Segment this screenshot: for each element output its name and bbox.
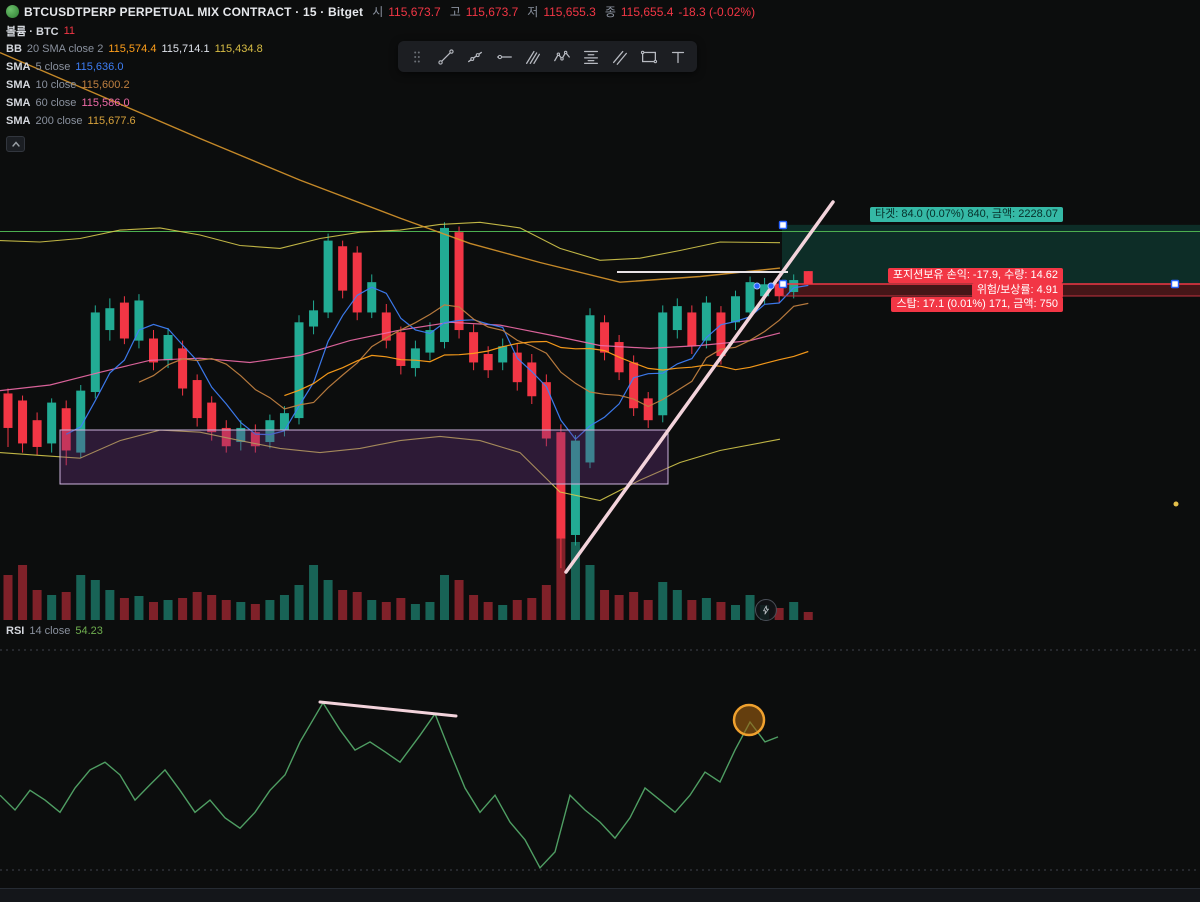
info-line-icon: [468, 51, 482, 62]
ohlc-open-label: 시: [372, 5, 384, 19]
sma5-name: SMA: [6, 60, 31, 73]
position-pnl-badge[interactable]: 포지션보유 손익: -17.9, 수량: 14.62: [887, 268, 1063, 283]
rectangle-icon: [640, 50, 658, 63]
rsi-name: RSI: [6, 624, 25, 637]
rsi-params: 14 close: [29, 624, 71, 637]
horizontal-ray-icon: [497, 54, 512, 59]
tool-elliott-wave[interactable]: [549, 44, 575, 70]
sma60-params: 60 close: [35, 96, 77, 109]
sma10-params: 10 close: [35, 78, 77, 91]
bb-basis-value: 115,574.4: [108, 42, 157, 55]
tool-parallel-channel[interactable]: [607, 44, 633, 70]
legend-sma10[interactable]: SMA 10 close 115,600.2: [6, 78, 755, 91]
symbol-title[interactable]: BTCUSDTPERP PERPETUAL MIX CONTRACT · 15 …: [24, 4, 364, 19]
sma5-value: 115,636.0: [75, 60, 124, 73]
tool-pitchfork[interactable]: [520, 44, 546, 70]
sma10-name: SMA: [6, 78, 31, 91]
legend-sma5[interactable]: SMA 5 close 115,636.0: [6, 60, 755, 73]
sma10-value: 115,600.2: [81, 78, 130, 91]
ohlc-high-value: 115,673.7: [465, 4, 519, 19]
time-axis-divider: [0, 888, 1200, 889]
bb-params: 20 SMA close 2: [26, 42, 104, 55]
tool-horizontal-ray[interactable]: [491, 44, 517, 70]
tool-trend-line[interactable]: [433, 44, 459, 70]
symbol-header: BTCUSDTPERP PERPETUAL MIX CONTRACT · 15 …: [6, 4, 755, 19]
legend-bb[interactable]: BB 20 SMA close 2 115,574.4 115,714.1 11…: [6, 42, 755, 55]
ohlc-low-label: 저: [527, 5, 539, 19]
sma60-name: SMA: [6, 96, 31, 109]
legend-rsi[interactable]: RSI 14 close 54.23: [6, 624, 103, 637]
text-tool-icon: [671, 51, 685, 63]
sma60-value: 115,586.0: [81, 96, 130, 109]
drag-dots-icon: [414, 50, 420, 63]
target-badge[interactable]: 타겟: 84.0 (0.07%) 840, 금액: 2228.07: [870, 207, 1063, 222]
sma200-params: 200 close: [35, 114, 83, 127]
bb-upper-value: 115,714.1: [161, 42, 210, 55]
legend-panel: BTCUSDTPERP PERPETUAL MIX CONTRACT · 15 …: [6, 4, 755, 152]
volume-label: 볼륨 · BTC: [6, 25, 59, 38]
sma5-params: 5 close: [35, 60, 71, 73]
legend-sma60[interactable]: SMA 60 close 115,586.0: [6, 96, 755, 109]
sma200-value: 115,677.6: [87, 114, 136, 127]
ohlc-open-value: 115,673.7: [388, 4, 441, 19]
volume-value: 11: [63, 24, 76, 37]
ohlc-close-label: 종: [604, 5, 616, 19]
tool-fib-retracement[interactable]: [578, 44, 604, 70]
parallel-channel-icon: [613, 50, 627, 65]
legend-collapse-button[interactable]: [6, 136, 25, 152]
tool-text[interactable]: [665, 44, 691, 70]
fib-retracement-icon: [584, 50, 598, 64]
legend-sma200[interactable]: SMA 200 close 115,677.6: [6, 114, 755, 127]
sma200-name: SMA: [6, 114, 31, 127]
tool-info-line[interactable]: [462, 44, 488, 70]
quick-trade-button[interactable]: [755, 599, 777, 621]
ohlc-change: -18.3 (-0.02%): [678, 4, 756, 19]
pitchfork-icon: [526, 50, 540, 64]
time-axis-strip[interactable]: [0, 889, 1200, 902]
stop-badge[interactable]: 스탑: 17.1 (0.01%) 171, 금액: 750: [891, 297, 1063, 312]
trend-line-icon: [438, 48, 454, 65]
lightning-icon: [763, 605, 769, 615]
elliott-wave-icon: [554, 50, 570, 61]
toolbar-drag-handle[interactable]: [404, 44, 430, 70]
legend-volume[interactable]: 볼륨 · BTC 11: [6, 24, 755, 38]
tool-rectangle[interactable]: [636, 44, 662, 70]
bb-lower-value: 115,434.8: [214, 42, 263, 55]
symbol-logo: [6, 5, 19, 18]
rsi-value: 54.23: [75, 624, 103, 637]
chevron-up-icon: [11, 141, 20, 147]
ohlc-close-value: 115,655.4: [620, 4, 674, 19]
bb-name: BB: [6, 42, 22, 55]
risk-reward-badge[interactable]: 위험/보상률: 4.91: [971, 283, 1063, 298]
ohlc-high-label: 고: [449, 5, 461, 19]
drawing-toolbar: [398, 41, 697, 72]
ohlc-low-value: 115,655.3: [543, 4, 596, 19]
